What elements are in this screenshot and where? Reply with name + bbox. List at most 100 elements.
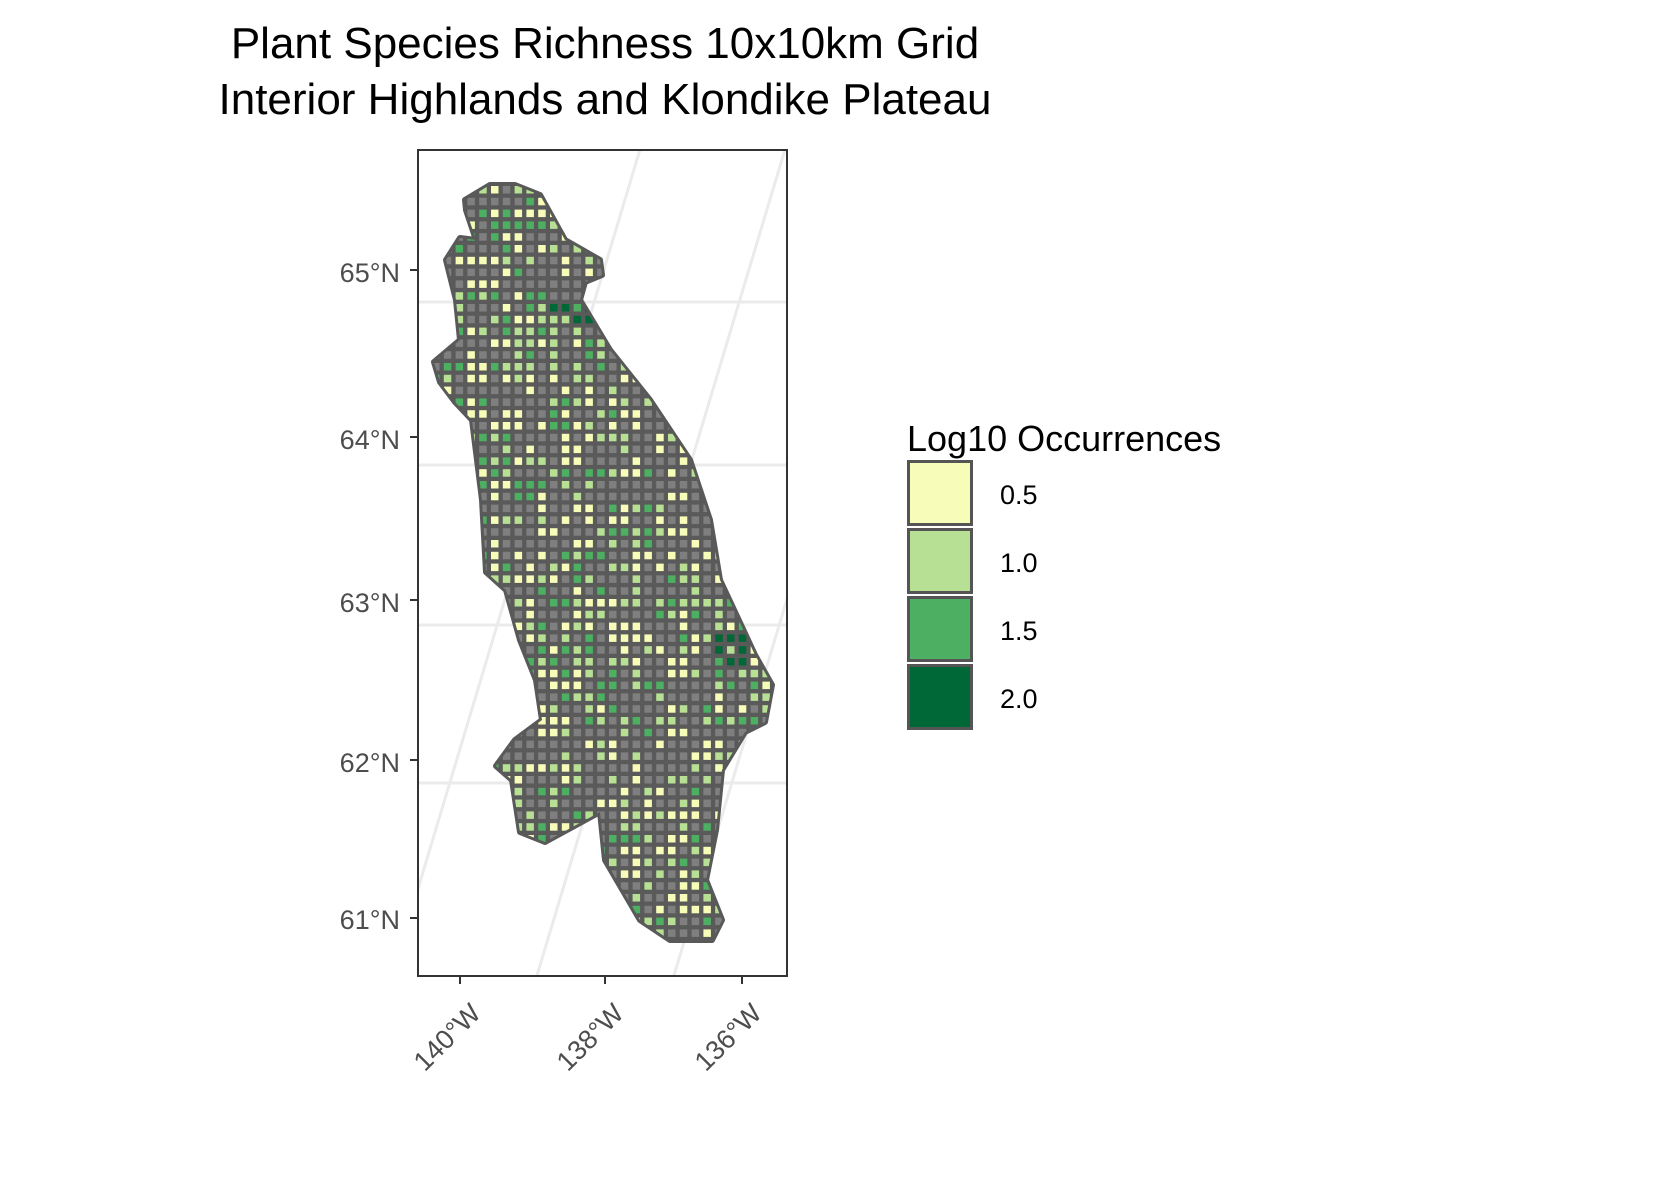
grid-cell <box>455 587 464 595</box>
grid-cell <box>644 563 652 572</box>
grid-cell <box>750 929 759 937</box>
grid-cell <box>502 410 511 418</box>
grid-cell <box>691 374 700 383</box>
grid-cell <box>668 516 676 524</box>
grid-cell <box>727 351 735 359</box>
grid-cell <box>550 693 558 701</box>
grid-cell <box>762 587 770 595</box>
grid-cell <box>550 823 558 831</box>
grid-cell <box>467 469 475 477</box>
grid-cell <box>727 197 735 206</box>
grid-cell <box>455 422 464 430</box>
grid-cell <box>467 245 475 253</box>
grid-cell <box>561 292 570 300</box>
grid-cell <box>691 315 700 324</box>
grid-cell <box>514 811 523 819</box>
grid-cell <box>691 563 700 572</box>
grid-cell <box>644 410 652 418</box>
grid-cell <box>703 587 711 595</box>
grid-cell <box>561 374 570 383</box>
grid-cell <box>585 422 593 430</box>
grid-cell <box>538 681 546 690</box>
grid-cell <box>762 516 770 524</box>
grid-cell <box>573 492 582 501</box>
grid-cell <box>573 622 582 631</box>
grid-cell <box>491 610 499 619</box>
grid-cell <box>632 905 641 914</box>
grid-cell <box>703 327 711 336</box>
grid-cell <box>491 304 499 312</box>
grid-cell <box>679 740 688 749</box>
grid-cell <box>491 374 499 383</box>
grid-cell <box>668 197 676 206</box>
grid-cell <box>679 280 688 288</box>
grid-cell <box>632 858 641 867</box>
grid-cell <box>585 823 593 831</box>
grid-cell <box>479 870 487 878</box>
grid-cell <box>561 752 570 760</box>
grid-cell <box>561 280 570 288</box>
grid-cell <box>561 528 570 536</box>
grid-cell <box>561 433 570 442</box>
grid-cell <box>573 740 582 749</box>
grid-cell <box>479 209 487 218</box>
grid-cell <box>585 917 593 926</box>
grid-cell <box>455 469 464 477</box>
grid-cell <box>573 563 582 572</box>
grid-cell <box>550 658 558 666</box>
grid-cell <box>668 858 676 867</box>
legend-label: 1.5 <box>1000 616 1038 646</box>
grid-cell <box>550 363 558 371</box>
grid-cell <box>703 894 711 902</box>
grid-cell <box>750 374 759 383</box>
grid-cell <box>644 433 652 442</box>
grid-cell <box>620 256 629 265</box>
grid-cell <box>668 221 676 229</box>
grid-cell <box>644 186 652 194</box>
grid-cell <box>573 799 582 808</box>
grid-cell <box>644 917 652 926</box>
grid-cell <box>443 610 452 619</box>
grid-cell <box>479 386 487 395</box>
grid-cell <box>644 799 652 808</box>
grid-cell <box>632 233 641 241</box>
grid-cell <box>573 280 582 288</box>
grid-cell <box>679 363 688 371</box>
grid-cell <box>668 823 676 831</box>
grid-cell <box>585 669 593 678</box>
grid-cell <box>479 646 487 654</box>
grid-cell <box>573 374 582 383</box>
grid-cell <box>679 398 688 406</box>
grid-cell <box>727 481 735 489</box>
grid-cell <box>632 551 641 560</box>
grid-cell <box>550 551 558 560</box>
grid-cell <box>762 905 770 914</box>
grid-cell <box>656 292 664 300</box>
grid-cell <box>585 315 593 324</box>
grid-cell <box>502 846 511 855</box>
grid-cell <box>609 811 617 819</box>
grid-cell <box>491 339 499 347</box>
grid-cell <box>609 374 617 383</box>
grid-cell <box>609 410 617 418</box>
grid-cell <box>656 846 664 855</box>
grid-cell <box>738 681 747 690</box>
grid-cell <box>703 551 711 560</box>
grid-cell <box>514 787 523 796</box>
grid-cell <box>738 728 747 737</box>
grid-cell <box>502 398 511 406</box>
grid-cell <box>585 905 593 914</box>
grid-cell <box>550 186 558 194</box>
grid-cell <box>443 728 452 737</box>
grid-cell <box>455 929 464 937</box>
grid-cell <box>597 764 605 772</box>
grid-cell <box>632 646 641 654</box>
grid-cell <box>526 516 534 524</box>
grid-cell <box>715 610 723 619</box>
grid-cell <box>656 717 664 725</box>
grid-cell <box>738 540 747 548</box>
grid-cell <box>434 186 440 194</box>
grid-cell <box>774 351 782 359</box>
grid-cell <box>774 847 782 855</box>
grid-cell <box>738 410 747 418</box>
